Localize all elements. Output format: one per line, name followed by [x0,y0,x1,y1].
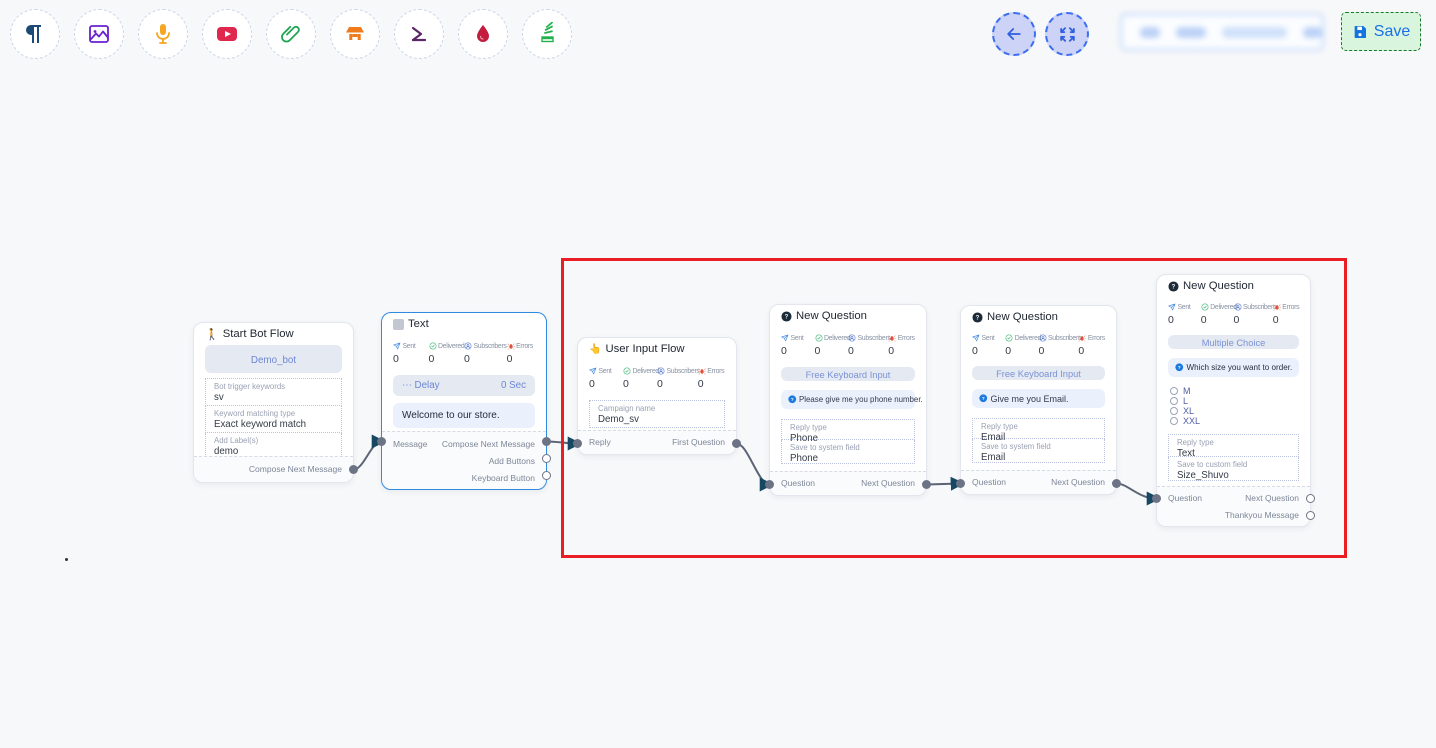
svg-text:?: ? [1172,284,1176,290]
svg-text:?: ? [791,397,794,402]
svg-text:?: ? [1178,365,1181,370]
svg-text:?: ? [976,315,980,321]
svg-text:?: ? [785,314,789,320]
svg-text:?: ? [982,396,985,401]
